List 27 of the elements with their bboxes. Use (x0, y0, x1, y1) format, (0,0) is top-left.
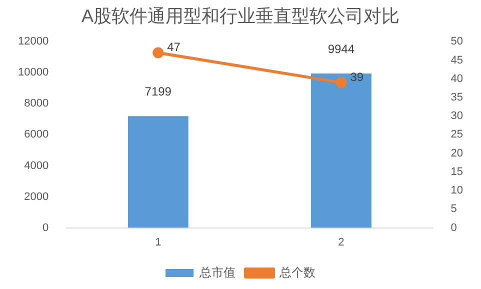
y2-tick-label: 15 (450, 166, 464, 178)
y-tick-label: 4000 (24, 160, 49, 172)
y-tick-label: 12000 (18, 36, 49, 48)
y2-tick-label: 40 (450, 72, 464, 85)
chart-title: A股软件通用型和行业垂直型软公司对比 (81, 6, 400, 26)
y-tick-label: 2000 (24, 190, 49, 203)
legend-label: 总个数 (278, 265, 316, 280)
y-tick-label: 8000 (24, 98, 49, 110)
y2-tick-label: 45 (450, 54, 464, 66)
data-label: 47 (167, 40, 181, 54)
data-label: 39 (350, 70, 364, 84)
legend-label: 总市值 (198, 265, 236, 280)
x-tick-label: 2 (338, 236, 344, 248)
y2-tick-label: 30 (450, 110, 464, 122)
y2-tick-label: 25 (450, 128, 464, 141)
x-tick-label: 1 (155, 236, 162, 248)
y2-tick-label: 50 (450, 36, 464, 48)
y2-tick-label: 5 (450, 203, 457, 216)
y2-tick-label: 35 (450, 91, 464, 104)
y2-tick-label: 10 (450, 184, 464, 197)
y2-tick-label: 20 (450, 147, 464, 160)
y-tick-label: 6000 (24, 128, 49, 141)
y-tick-label: 0 (42, 222, 49, 234)
y2-tick-label: 0 (450, 222, 457, 234)
data-label: 7199 (144, 84, 172, 98)
y-tick-label: 10000 (18, 66, 49, 79)
data-label: 9944 (328, 42, 355, 56)
